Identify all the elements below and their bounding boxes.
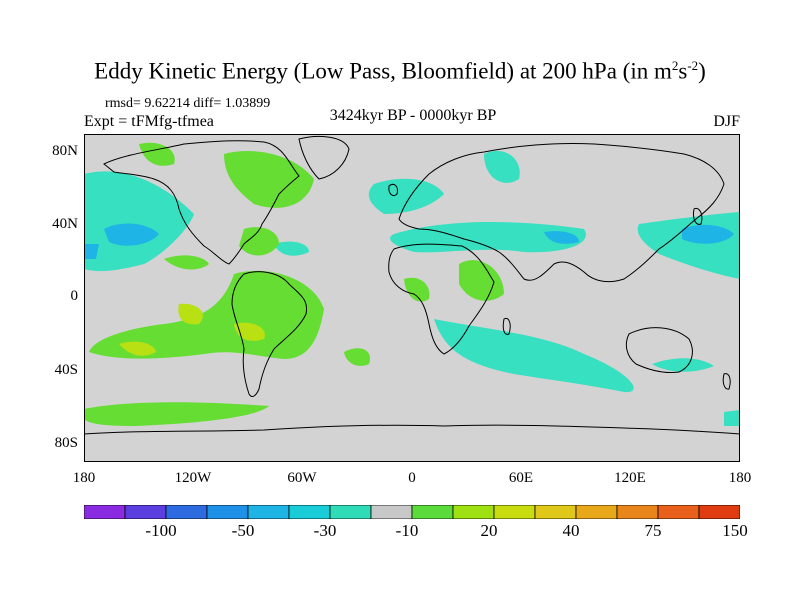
coast-south-america: [231, 271, 308, 397]
coast-madagascar: [502, 317, 511, 335]
lon-label-180w: 180: [72, 470, 96, 486]
lat-label-40s: 40S: [54, 362, 78, 378]
stats-label: rmsd= 9.62214 diff= 1.03899: [105, 96, 271, 111]
coast-japan: [693, 207, 703, 225]
colorbar-box: [84, 505, 126, 519]
lon-label-180e: 180: [728, 470, 752, 486]
colorbar-box: [575, 505, 618, 519]
colorbar-label: 20: [480, 521, 498, 540]
coast-uk: [388, 183, 398, 197]
colorbar-box: [698, 505, 740, 519]
colorbar-label: -100: [145, 521, 177, 540]
colorbar-box: [411, 505, 454, 519]
colorbar-label: -50: [231, 521, 255, 540]
colorbar-label: 150: [722, 521, 748, 540]
lat-label-0: 0: [70, 288, 79, 304]
colorbar-box: [165, 505, 208, 519]
colorbar-label: 75: [644, 521, 662, 540]
colorbar-box: [452, 505, 495, 519]
map-frame: [84, 134, 740, 462]
lon-label-0: 0: [408, 470, 416, 486]
lon-label-120e: 120E: [614, 470, 646, 486]
colorbar-box: [124, 505, 167, 519]
colorbar-label: 40: [562, 521, 580, 540]
experiment-label: Expt = tFMfg-tfmea: [84, 113, 214, 130]
colorbar-label: -10: [395, 521, 419, 540]
lon-label-60e: 60E: [508, 470, 534, 486]
colorbar-box: [206, 505, 249, 519]
lon-label-60w: 60W: [287, 470, 317, 486]
colorbar-box: [247, 505, 290, 519]
coast-new-zealand: [722, 373, 731, 390]
coastlines: [84, 136, 740, 435]
strong-negative-regions: [84, 223, 734, 259]
period-label: 3424kyr BP - 0000kyr BP: [329, 107, 497, 124]
colorbar-box: [370, 505, 413, 519]
colorbar-box: [616, 505, 659, 519]
colorbar-label: -30: [313, 521, 337, 540]
coast-africa: [388, 243, 495, 355]
season-label: DJF: [713, 113, 740, 130]
colorbar-box: [534, 505, 577, 519]
plot-title: Eddy Kinetic Energy (Low Pass, Bloomfiel…: [94, 58, 706, 84]
coast-antarctica: [84, 424, 740, 435]
colorbar: [84, 505, 740, 519]
colorbar-box: [493, 505, 536, 519]
coast-greenland: [298, 136, 350, 180]
lat-label-80s: 80S: [54, 435, 78, 451]
lon-label-120w: 120W: [174, 470, 212, 486]
colorbar-box: [288, 505, 331, 519]
lat-label-40n: 40N: [52, 216, 78, 232]
colorbar-box: [329, 505, 372, 519]
world-map: [84, 134, 740, 462]
strong-positive-regions: [119, 303, 265, 356]
coast-north-america: [103, 140, 300, 265]
colorbar-box: [657, 505, 700, 519]
lat-label-80n: 80N: [52, 143, 78, 159]
coast-eurasia: [398, 142, 725, 283]
coast-australia: [625, 327, 693, 373]
